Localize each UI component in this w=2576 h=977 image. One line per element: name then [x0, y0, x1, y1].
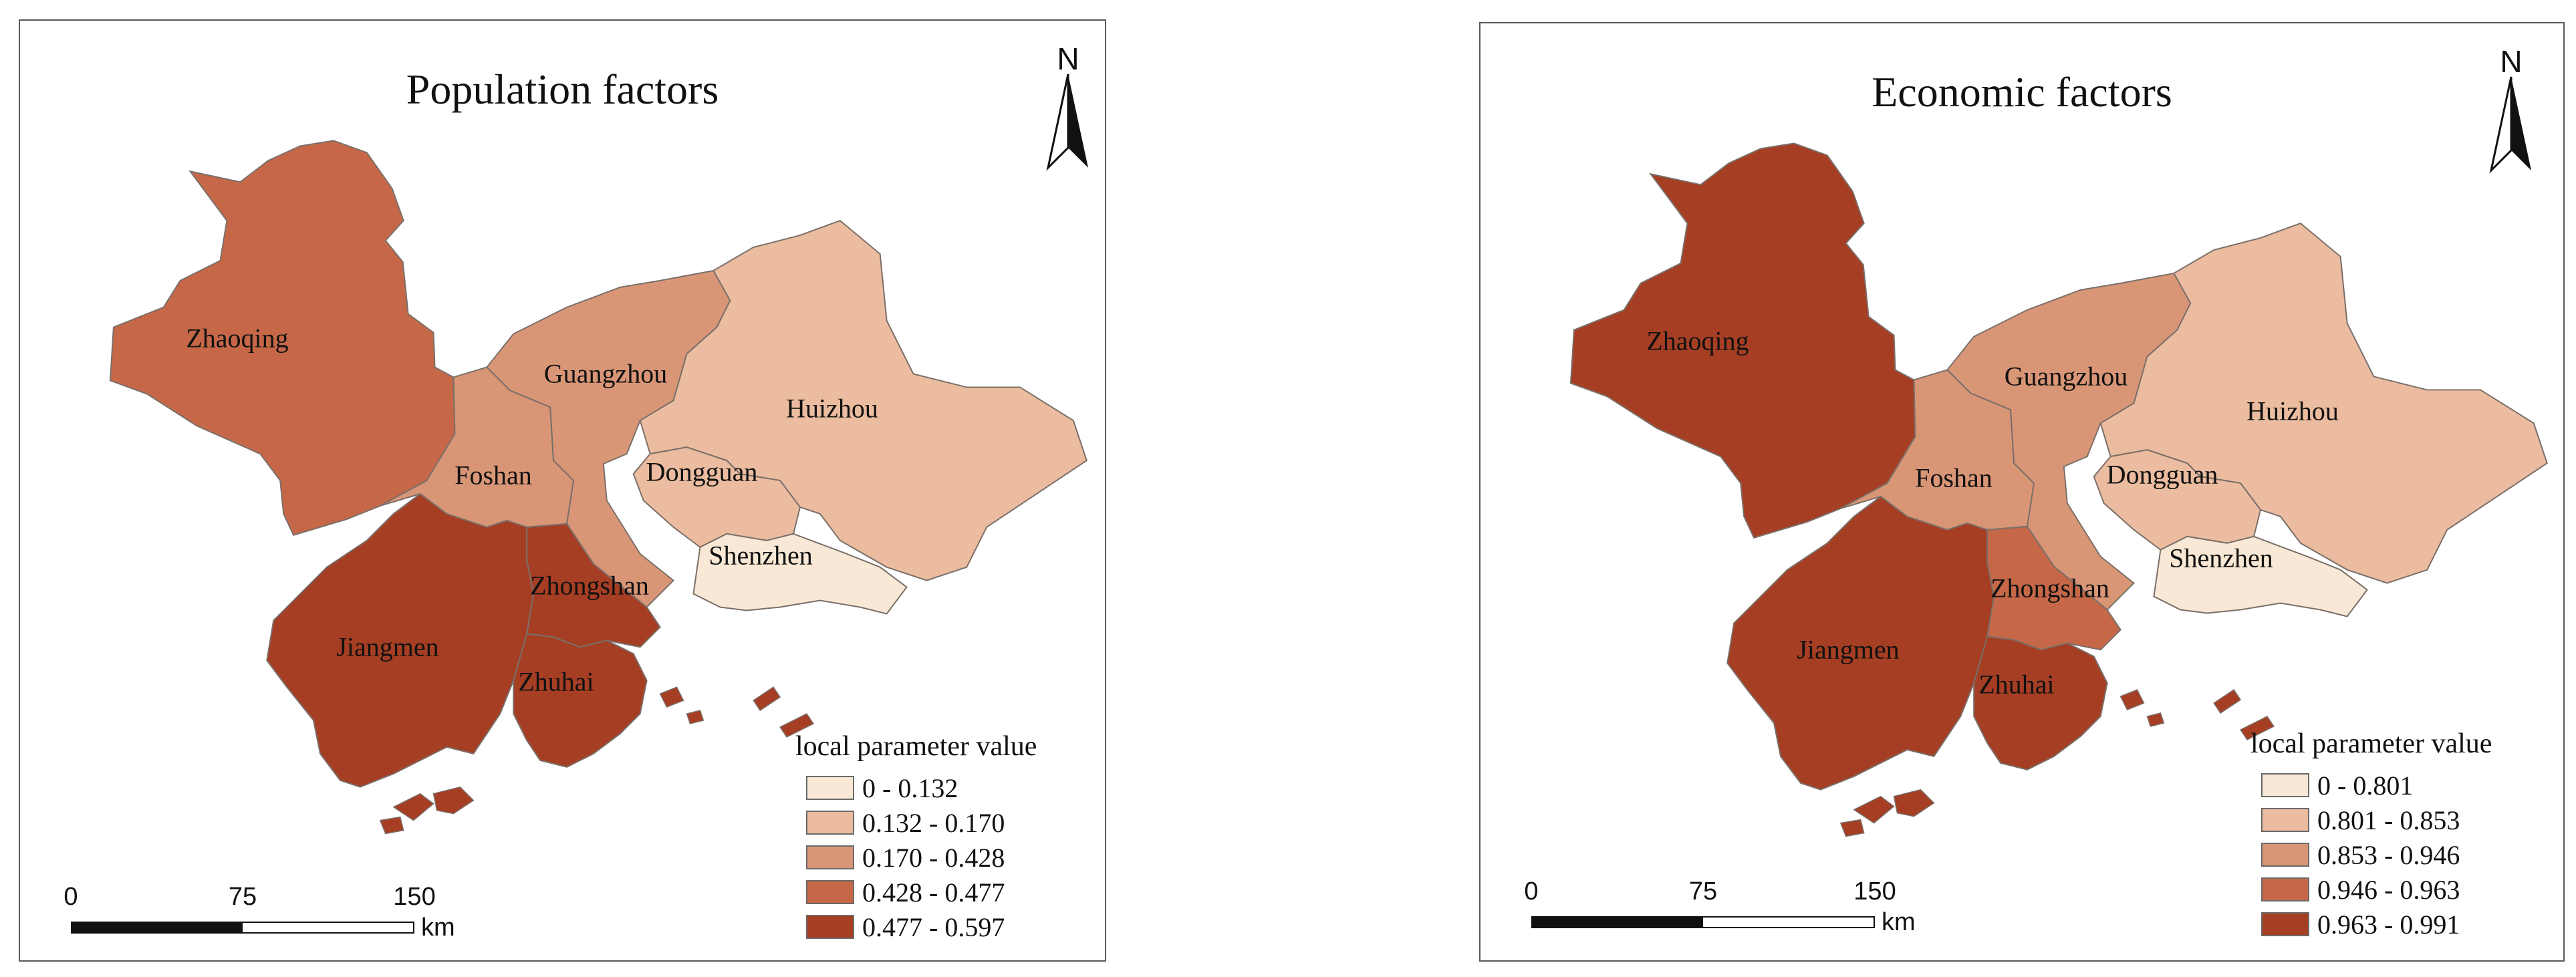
city-label-zhaoqing: Zhaoqing	[186, 323, 289, 354]
legend-swatch	[2261, 773, 2309, 797]
region-huizhou	[639, 220, 1087, 581]
city-label-zhuhai: Zhuhai	[518, 666, 594, 697]
region-shenzhen	[692, 533, 908, 615]
legend: local parameter value 0 - 0.801 0.801 - …	[2250, 728, 2563, 942]
region-shenzhen	[2153, 535, 2368, 617]
city-label-shenzhen: Shenzhen	[2169, 543, 2273, 573]
scale-bar: 0 75 150 km	[63, 883, 492, 956]
legend-title: local parameter value	[795, 731, 1037, 762]
city-label-zhongshan: Zhongshan	[1990, 573, 2109, 603]
legend-label: 0.170 - 0.428	[862, 842, 1005, 873]
scale-tick-label: 75	[1688, 877, 1718, 905]
city-label-zhuhai: Zhuhai	[1978, 669, 2055, 700]
scale-fill	[1533, 918, 1703, 927]
legend-swatch	[2261, 808, 2309, 832]
map-title: Population factors	[406, 65, 719, 113]
scale-tick-label: 150	[1853, 877, 1896, 905]
scale-tick-label: 75	[228, 883, 257, 911]
legend-title: local parameter value	[2250, 728, 2492, 759]
city-label-jiangmen: Jiangmen	[1797, 634, 1900, 665]
north-arrow: N	[1028, 41, 1105, 174]
region-jiangmen	[1726, 495, 1995, 791]
legend-item: 0.428 - 0.477	[806, 875, 1105, 910]
legend-label: 0.477 - 0.597	[862, 912, 1005, 942]
legend-label: 0.132 - 0.170	[862, 807, 1005, 838]
legend-items: 0 - 0.801 0.801 - 0.853 0.853 - 0.946 0.…	[2250, 768, 2563, 942]
islands	[1839, 689, 2275, 837]
legend-label: 0.946 - 0.963	[2317, 874, 2460, 905]
north-arrow-icon	[2489, 76, 2531, 174]
region-jiangmen	[266, 493, 535, 788]
legend-items: 0 - 0.132 0.132 - 0.170 0.170 - 0.428 0.…	[795, 771, 1105, 944]
legend-item: 0 - 0.132	[806, 771, 1105, 805]
map-title: Economic factors	[1872, 68, 2172, 116]
region-zhuhai	[1973, 636, 2108, 771]
scale-tick-label: 0	[1524, 877, 1539, 905]
legend-item: 0.477 - 0.597	[806, 910, 1105, 944]
city-label-dongguan: Dongguan	[2106, 459, 2218, 490]
scale-track	[1531, 916, 1875, 928]
legend-label: 0.963 - 0.991	[2317, 909, 2460, 940]
legend: local parameter value 0 - 0.132 0.132 - …	[795, 730, 1105, 944]
legend-item: 0.132 - 0.170	[806, 805, 1105, 840]
legend-swatch	[806, 811, 854, 835]
legend-swatch	[2261, 877, 2309, 901]
city-label-jiangmen: Jiangmen	[336, 632, 439, 662]
scale-bar: 0 75 150 km	[1524, 877, 1952, 951]
map-canvas	[1569, 142, 2548, 837]
north-arrow-icon	[1046, 74, 1088, 171]
legend-item: 0.170 - 0.428	[806, 840, 1105, 875]
scale-unit: km	[1882, 908, 1916, 936]
legend-label: 0.853 - 0.946	[2317, 839, 2460, 870]
city-label-shenzhen: Shenzhen	[709, 540, 813, 571]
city-label-huizhou: Huizhou	[786, 393, 878, 424]
legend-label: 0 - 0.801	[2317, 770, 2414, 801]
legend-swatch	[806, 915, 854, 939]
population-factors-map: Population factors N Zhaoqing Guangzhou …	[19, 19, 1106, 962]
scale-track	[71, 922, 414, 934]
north-label: N	[2500, 44, 2523, 79]
legend-swatch	[806, 845, 854, 869]
north-arrow: N	[2471, 43, 2551, 177]
legend-item: 0.963 - 0.991	[2261, 907, 2563, 942]
city-label-foshan: Foshan	[1915, 462, 1992, 493]
city-label-foshan: Foshan	[455, 460, 532, 491]
city-label-guangzhou: Guangzhou	[2004, 361, 2128, 392]
scale-unit: km	[421, 914, 455, 942]
north-label: N	[1057, 41, 1079, 76]
legend-swatch	[806, 776, 854, 800]
legend-item: 0 - 0.801	[2261, 768, 2563, 803]
legend-item: 0.853 - 0.946	[2261, 837, 2563, 872]
scale-tick-label: 0	[63, 883, 78, 911]
legend-label: 0 - 0.132	[862, 773, 958, 803]
economic-factors-map: Economic factors N Zhaoqing Guangzhou Hu…	[1479, 22, 2565, 962]
city-label-guangzhou: Guangzhou	[543, 358, 668, 389]
islands	[379, 686, 815, 835]
scale-tick-label: 150	[393, 883, 436, 911]
city-label-zhaoqing: Zhaoqing	[1646, 325, 1749, 356]
region-huizhou	[2099, 223, 2548, 584]
city-label-zhongshan: Zhongshan	[530, 570, 649, 601]
scale-fill	[72, 923, 243, 932]
legend-item: 0.946 - 0.963	[2261, 872, 2563, 907]
legend-swatch	[2261, 912, 2309, 936]
legend-item: 0.801 - 0.853	[2261, 803, 2563, 837]
legend-swatch	[2261, 843, 2309, 867]
region-zhuhai	[513, 633, 648, 768]
legend-swatch	[806, 880, 854, 904]
city-label-dongguan: Dongguan	[646, 456, 758, 487]
legend-label: 0.428 - 0.477	[862, 877, 1005, 908]
legend-label: 0.801 - 0.853	[2317, 805, 2460, 835]
map-canvas	[109, 140, 1087, 835]
city-label-huizhou: Huizhou	[2246, 396, 2339, 426]
